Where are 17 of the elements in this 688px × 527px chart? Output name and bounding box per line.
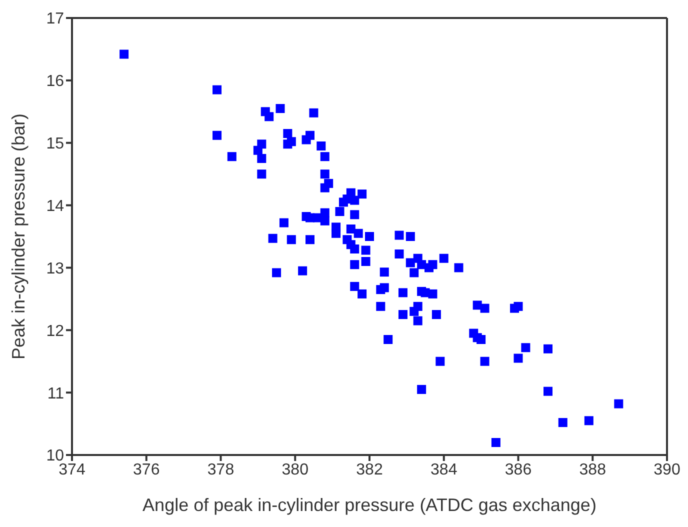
x-tick-label: 378 [207,461,234,478]
y-tick-label: 11 [47,385,64,402]
y-tick-label: 15 [46,136,64,153]
x-tick-label: 382 [356,461,383,478]
y-tick-label: 17 [46,10,64,28]
x-tick-label: 376 [133,461,160,478]
x-tick-label: 390 [654,461,680,478]
x-tick-label: 380 [282,461,309,478]
y-axis-title: Peak in-cylinder pressure (bar) [8,113,28,360]
y-tick-label: 12 [46,322,64,340]
x-tick-label: 388 [579,461,606,478]
x-tick-label: 386 [504,461,532,478]
x-tick-label: 384 [430,461,458,478]
x-axis-title: Angle of peak in-cylinder pressure (ATDC gas exchange) [142,495,596,515]
y-tick-label: 13 [46,260,64,278]
y-tick-label: 14 [46,198,64,215]
y-tick-label: 16 [46,73,64,90]
